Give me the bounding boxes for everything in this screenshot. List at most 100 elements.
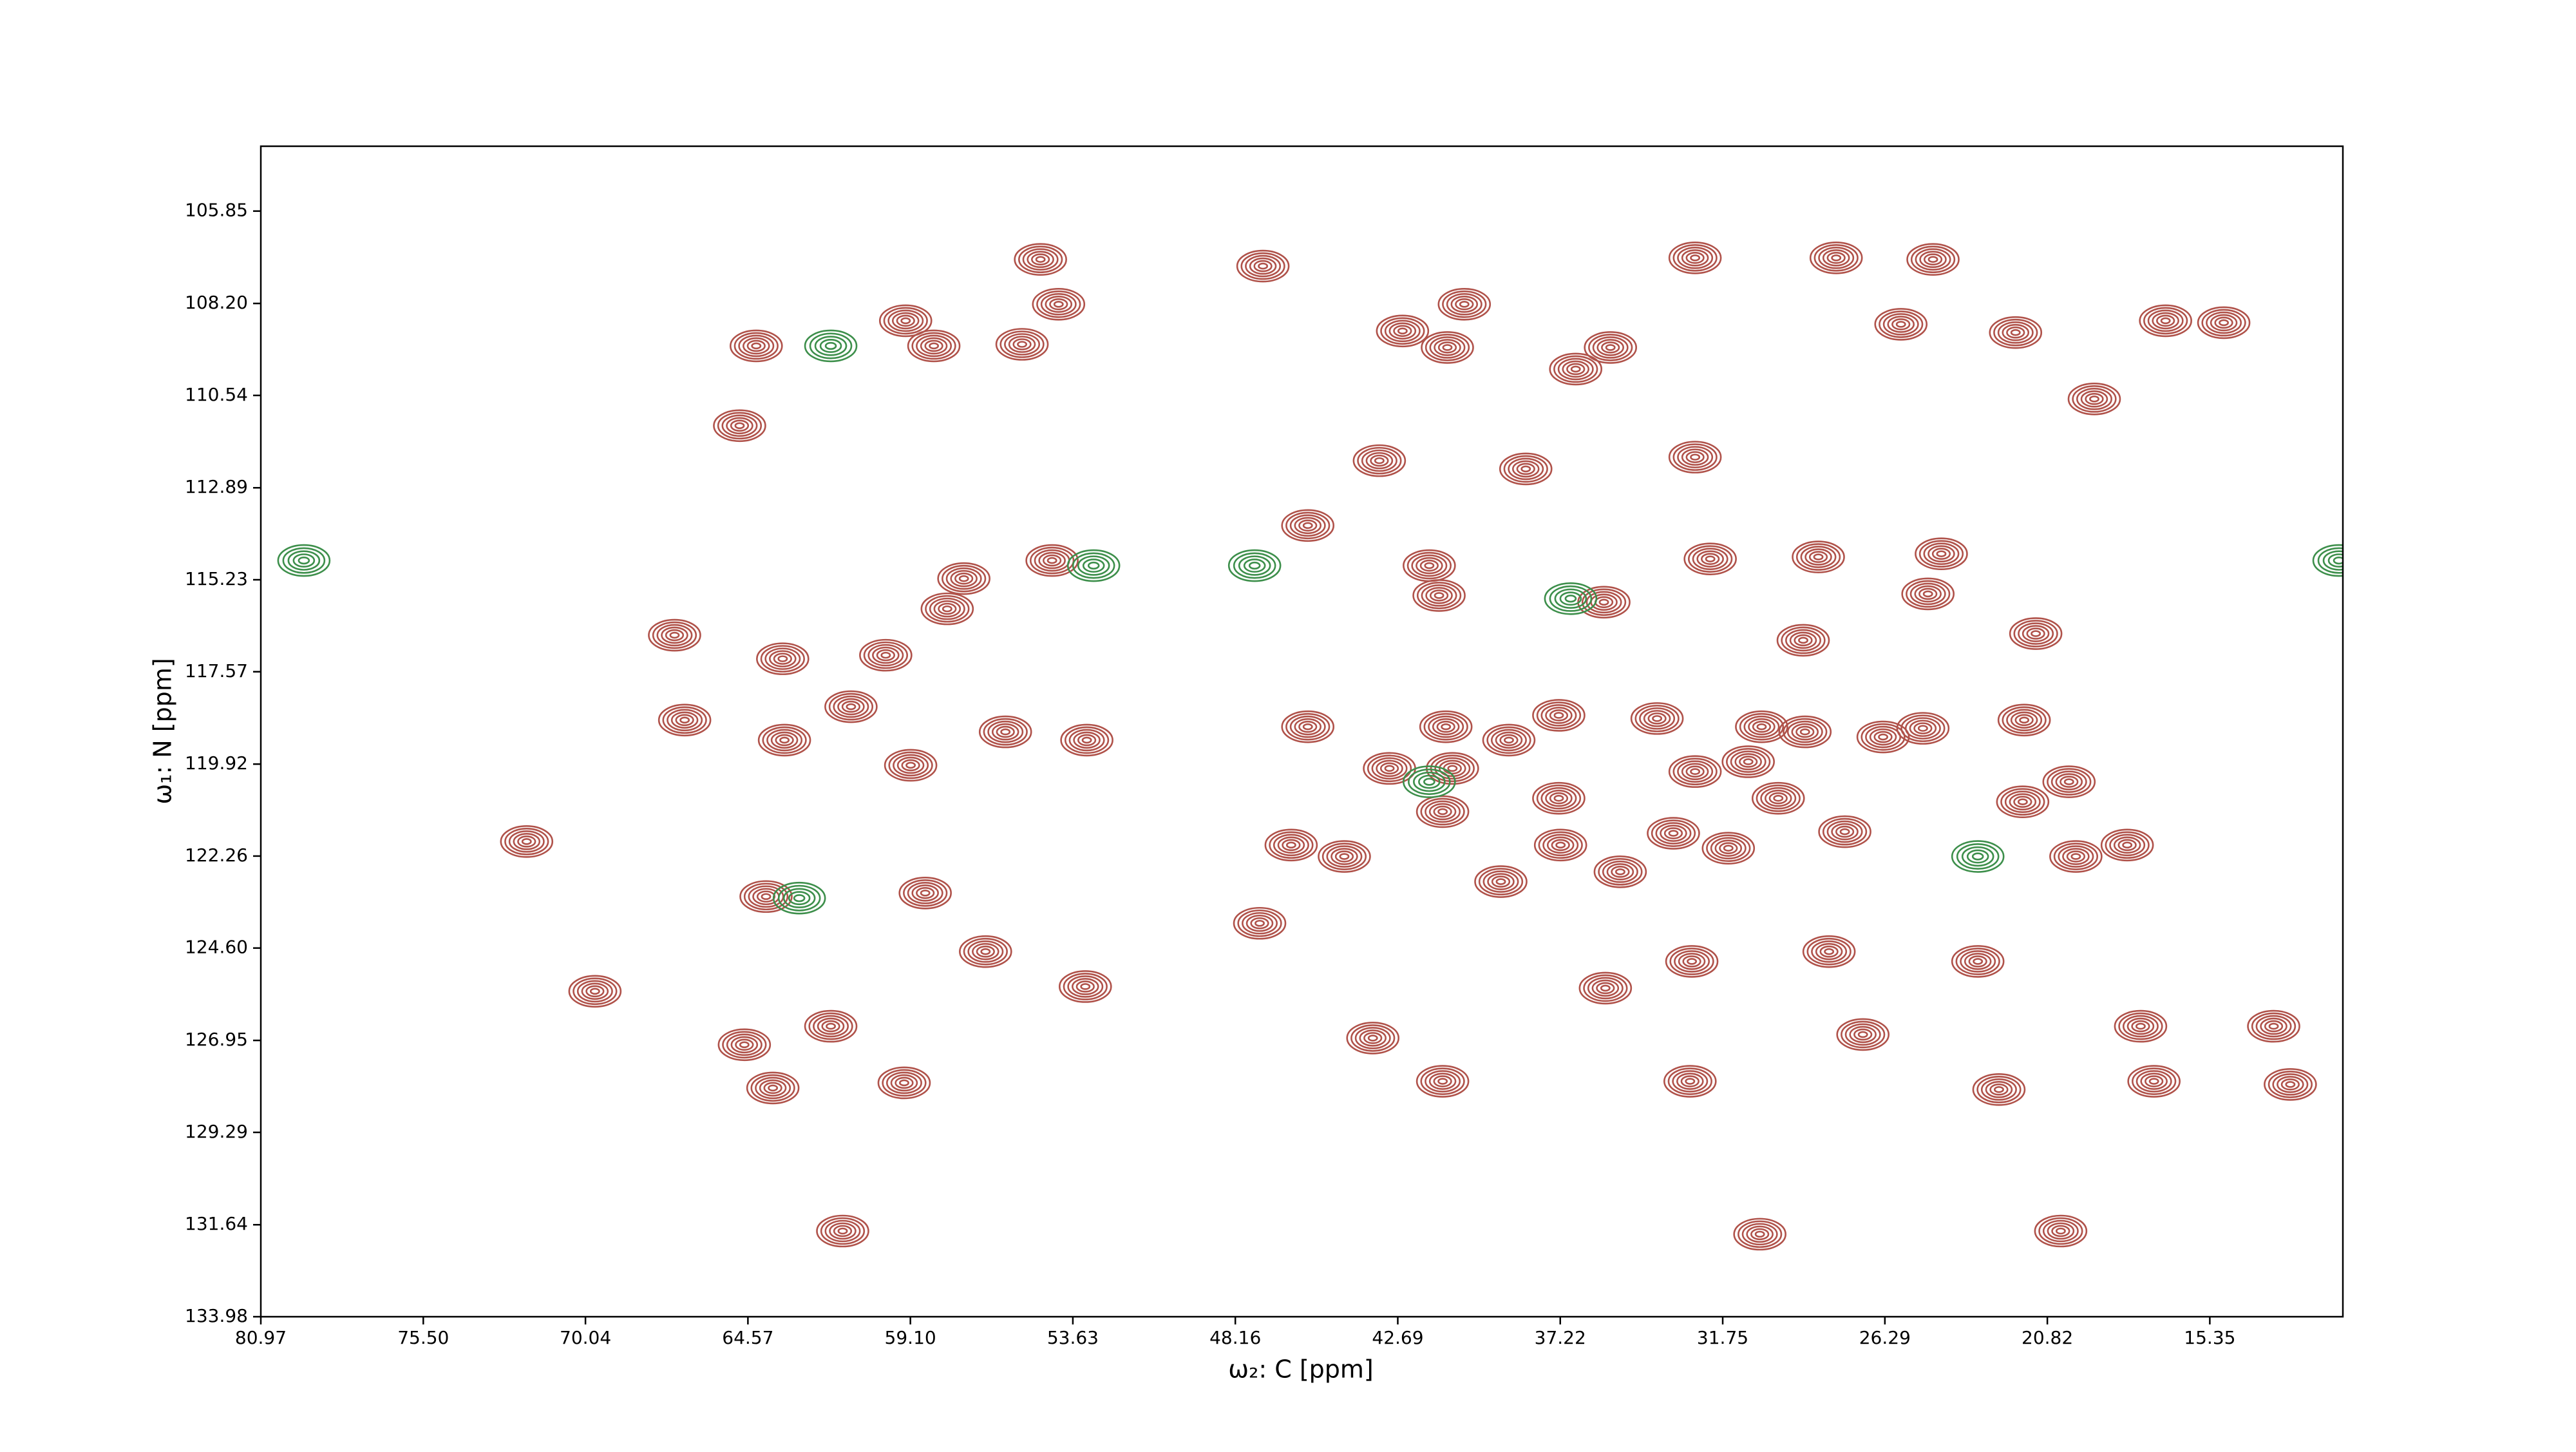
contour-ring	[1710, 837, 1747, 860]
contour-ring	[1721, 745, 1775, 778]
contour-ring	[837, 698, 865, 716]
contour-ring	[1495, 731, 1523, 749]
contour-ring	[1350, 1024, 1396, 1052]
contour-ring	[764, 647, 801, 670]
contour-ring	[1237, 909, 1282, 937]
peak	[1733, 1218, 1786, 1251]
contour-ring	[1428, 715, 1464, 738]
contour-ring	[2067, 383, 2121, 416]
contour-ring	[662, 706, 707, 734]
contour-ring	[826, 1022, 837, 1030]
contour-ring	[1919, 251, 1947, 269]
contour-ring	[1412, 579, 1466, 612]
contour-ring	[1602, 861, 1638, 883]
peak	[2067, 383, 2121, 416]
contour-ring	[1004, 333, 1041, 356]
contour-ring	[1972, 1073, 2026, 1106]
contour-ring	[1651, 819, 1696, 847]
contour-ring	[1357, 446, 1402, 475]
contour-ring	[1450, 295, 1479, 313]
peak	[2127, 1065, 2181, 1098]
contour-ring	[1406, 551, 1452, 580]
contour-ring	[1895, 321, 1906, 328]
contour-ring	[1282, 839, 1301, 852]
y-tick-label: 108.20	[185, 292, 248, 313]
peak	[2264, 1068, 2317, 1101]
peak	[1058, 970, 1112, 1003]
contour-ring	[958, 575, 969, 582]
contour-ring	[2042, 1219, 2079, 1243]
contour-ring	[667, 709, 703, 732]
contour-ring	[1835, 825, 1855, 838]
contour-ring	[1918, 587, 1938, 600]
contour-ring	[287, 550, 321, 571]
contour-ring	[1428, 1073, 1457, 1090]
contour-ring	[1822, 249, 1850, 267]
contour-ring	[1423, 778, 1435, 786]
contour-ring	[2013, 620, 2058, 647]
contour-ring	[1818, 815, 1871, 848]
contour-ring	[1071, 978, 1099, 995]
contour-ring	[2042, 765, 2096, 798]
contour-ring	[1281, 509, 1335, 542]
contour-ring	[1067, 975, 1104, 998]
contour-ring	[2197, 306, 2251, 339]
contour-ring	[1482, 870, 1519, 893]
contour-ring	[1993, 318, 2038, 347]
peak	[1264, 828, 1318, 862]
contour-ring	[905, 761, 916, 769]
contour-ring	[762, 726, 807, 754]
contour-ring	[1960, 950, 1996, 973]
contour-ring	[1441, 723, 1452, 731]
contour-ring	[1416, 795, 1470, 828]
peak	[1647, 817, 1700, 850]
contour-ring	[1236, 249, 1290, 283]
contour-ring	[1668, 441, 1722, 473]
contour-ring	[920, 889, 931, 897]
contour-ring	[883, 307, 928, 335]
peak	[995, 328, 1049, 361]
contour-ring	[945, 567, 982, 590]
contour-ring	[1540, 704, 1577, 727]
contour-ring	[793, 894, 806, 903]
peak	[1751, 781, 1805, 815]
peak	[713, 409, 766, 443]
contour-ring	[773, 653, 792, 665]
contour-ring	[896, 314, 915, 327]
peak	[907, 329, 961, 363]
contour-ring	[1918, 540, 1964, 568]
peak	[1683, 542, 1737, 575]
contour-ring	[717, 1028, 772, 1062]
contour-ring	[1701, 553, 1720, 565]
peak	[2139, 304, 2192, 338]
contour-ring	[1371, 757, 1408, 780]
contour-ring	[1826, 820, 1863, 843]
contour-ring	[2160, 317, 2171, 325]
contour-ring	[1802, 935, 1856, 968]
contour-ring	[1035, 256, 1046, 263]
contour-ring	[1302, 723, 1313, 731]
contour-ring	[809, 332, 853, 359]
contour-ring	[813, 1015, 849, 1038]
contour-ring	[1564, 595, 1577, 603]
contour-ring	[1685, 451, 1705, 463]
contour-ring	[1562, 360, 1590, 378]
peak	[1227, 549, 1282, 582]
contour-ring	[670, 711, 699, 729]
peak	[1060, 723, 1113, 757]
contour-ring	[882, 1069, 927, 1097]
contour-ring	[1486, 726, 1531, 754]
contour-ring	[1738, 1220, 1783, 1248]
x-tick-label: 26.29	[1859, 1327, 1911, 1348]
contour-ring	[1630, 702, 1684, 735]
contour-ring	[954, 572, 974, 585]
contour-ring	[1685, 251, 1705, 264]
contour-ring	[1546, 836, 1575, 854]
peak	[1403, 549, 1456, 582]
contour-ring	[1818, 246, 1855, 269]
contour-ring	[1844, 1023, 1881, 1046]
contour-ring	[1553, 794, 1564, 802]
contour-ring	[1951, 945, 2005, 978]
peak	[1989, 316, 2043, 349]
